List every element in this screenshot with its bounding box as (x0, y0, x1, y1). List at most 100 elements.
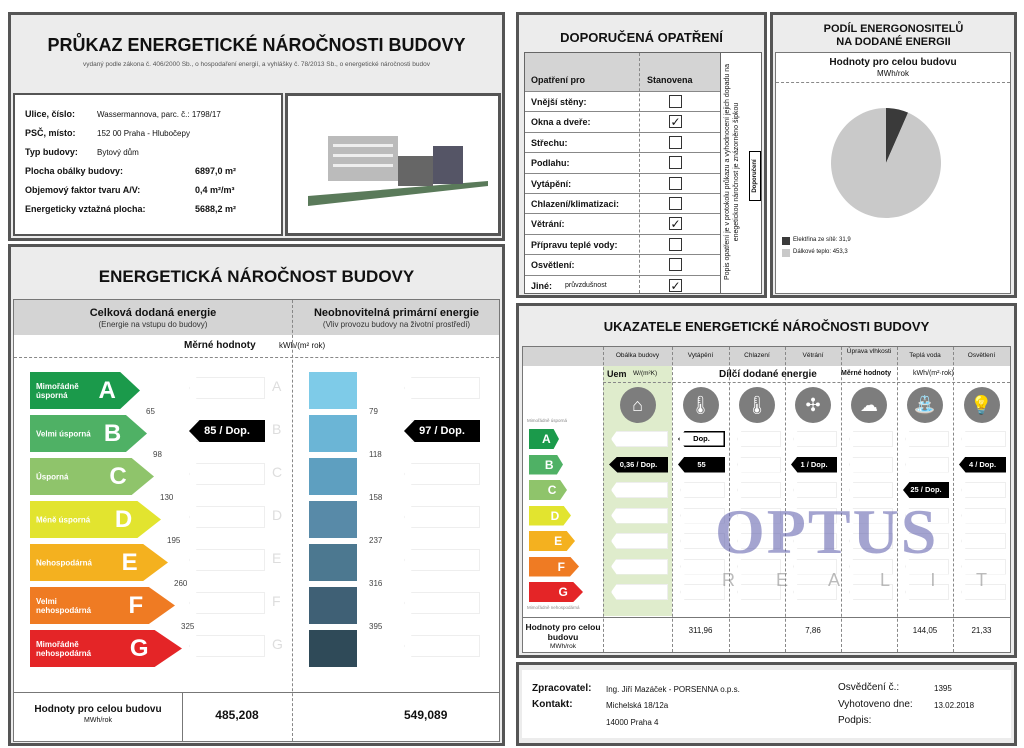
class-letter: B (544, 457, 554, 472)
zpracovatel-label: Zpracovatel: (532, 683, 592, 694)
enb-title: ENERGETICKÁ NÁROČNOST BUDOVY (98, 267, 415, 286)
marker-slot (737, 584, 781, 600)
class-letter: F (128, 591, 144, 619)
threshold-left: 130 (160, 493, 174, 502)
measure-label: Podlahu: (531, 158, 570, 169)
share-title-2: NA DODANÉ ENERGII (836, 36, 951, 48)
marker-slot (737, 558, 781, 575)
class-name: Velmi úsporná (36, 429, 91, 438)
marker-slot (404, 635, 480, 657)
page-title: PRŮKAZ ENERGETICKÉ NÁROČNOSTI BUDOVY (47, 35, 466, 55)
threshold-left: 98 (153, 450, 162, 459)
house-icon: ⌂ (619, 387, 656, 423)
marker-slot (404, 549, 480, 571)
header-row (523, 347, 1010, 366)
measure-row: Střechu: (525, 131, 720, 152)
marker-slot (611, 482, 668, 498)
legend-swatch (782, 237, 790, 245)
class-letter: D (550, 508, 560, 523)
merne-label: Měrné hodnoty (841, 370, 892, 377)
info-value: 0,4 m²/m³ (195, 185, 235, 195)
marker-slot (189, 377, 265, 399)
marker-slot (905, 431, 949, 447)
marker-slot (189, 463, 265, 485)
column-total: 144,05 (912, 626, 938, 635)
col2-subtitle: (Vliv provozu budovy na životní prostřed… (322, 320, 471, 329)
measure-extra: průvzdušnost (565, 281, 607, 289)
energy-class-C: C (529, 480, 567, 500)
column-header: Osvětlení (967, 352, 996, 359)
measure-checkbox[interactable]: ✓ (669, 217, 682, 232)
kontakt-label: Kontakt: (532, 699, 573, 710)
divider (603, 382, 1010, 383)
class-letter-ghost: F (272, 593, 281, 609)
marker-slot (793, 431, 837, 447)
marker-slot (680, 584, 725, 600)
info-label: Typ budovy: (25, 147, 78, 157)
measure-checkbox[interactable] (669, 258, 682, 272)
marker-slot (737, 507, 781, 524)
side-note: Popis opatření je v protokolu průkazu a … (724, 64, 740, 280)
class-letter: A (98, 376, 116, 404)
marker-slot (404, 592, 480, 614)
measure-checkbox[interactable] (669, 197, 682, 210)
col1-title: Celková dodaná energie (89, 307, 217, 319)
measure-label: Jiné: (531, 280, 553, 291)
class-letter: B (103, 419, 122, 447)
energy-performance-panel: ENERGETICKÁ NÁROČNOST BUDOVY Celková dod… (8, 244, 505, 746)
threshold-left: 260 (174, 579, 188, 588)
column-header: Větrání (802, 352, 824, 359)
total-primary: 549,089 (404, 708, 448, 722)
marker-slot (793, 533, 837, 549)
marker-slot (189, 592, 265, 614)
measure-checkbox[interactable] (669, 135, 682, 149)
measure-label: Střechu: (531, 137, 568, 148)
measure-checkbox[interactable]: ✓ (669, 278, 682, 293)
total-unit: MWh/rok (550, 643, 576, 650)
measure-checkbox[interactable] (669, 95, 682, 108)
humidity-icon: ☁ (851, 387, 887, 423)
column-header: Teplá voda (909, 352, 941, 359)
class-name: Méně úsporná (36, 515, 91, 524)
legend-item: Dálkové teplo: 453,3 (782, 248, 932, 260)
marker-slot (680, 558, 725, 575)
marker-slot (680, 482, 725, 498)
indicator-marker: 55 (678, 456, 725, 473)
energy-class-D: D (529, 505, 571, 526)
class-letter-ghost: G (272, 636, 283, 652)
measure-row: Jiné: průvzdušnost ✓ (525, 274, 720, 295)
class-name: Úsporná (36, 472, 69, 481)
column-header: Úprava vlhkosti (846, 348, 892, 355)
marker-slot (404, 463, 480, 485)
measure-checkbox[interactable] (669, 237, 682, 251)
primary-energy-bar (309, 458, 357, 495)
measure-label: Osvětlení: (531, 260, 575, 271)
marker-slot (189, 506, 265, 528)
measure-checkbox[interactable]: ✓ (669, 115, 682, 130)
recommended-measures-panel: DOPORUČENÁ OPATŘENÍ Opatření pro Stanove… (516, 12, 767, 298)
energy-class-B: B (529, 454, 563, 475)
primary-energy-bar (309, 415, 357, 452)
column-divider (897, 347, 898, 652)
measure-checkbox[interactable] (669, 156, 682, 170)
marker-slot (737, 456, 781, 473)
class-letter: D (114, 505, 133, 533)
marker-slot (905, 558, 949, 575)
zpracovatel: Ing. Jiří Mazáček - PORSENNA o.p.s. (606, 685, 740, 694)
marker-slot (611, 507, 668, 524)
energy-class-C: Úsporná C (30, 458, 154, 495)
marker-slot (849, 558, 893, 575)
marker-slot (961, 482, 1006, 498)
measure-checkbox[interactable] (669, 176, 682, 190)
class-letter-ghost: E (272, 550, 282, 566)
class-letter: E (121, 548, 138, 576)
energy-class-G: Mimořádně nehospodárná G (30, 630, 182, 667)
info-label: Objemový faktor tvaru A/V: (25, 185, 141, 195)
divider (523, 617, 1010, 618)
vyhotoveno-label: Vyhotoveno dne: (838, 699, 913, 710)
pie-chart (831, 108, 941, 218)
info-value: Bytový dům (97, 148, 139, 157)
share-subtitle: Hodnoty pro celou budovu (829, 57, 957, 68)
merne-hodnoty: Měrné hodnoty (184, 340, 256, 351)
class-name: Mimořádně nehospodárná (36, 639, 92, 658)
